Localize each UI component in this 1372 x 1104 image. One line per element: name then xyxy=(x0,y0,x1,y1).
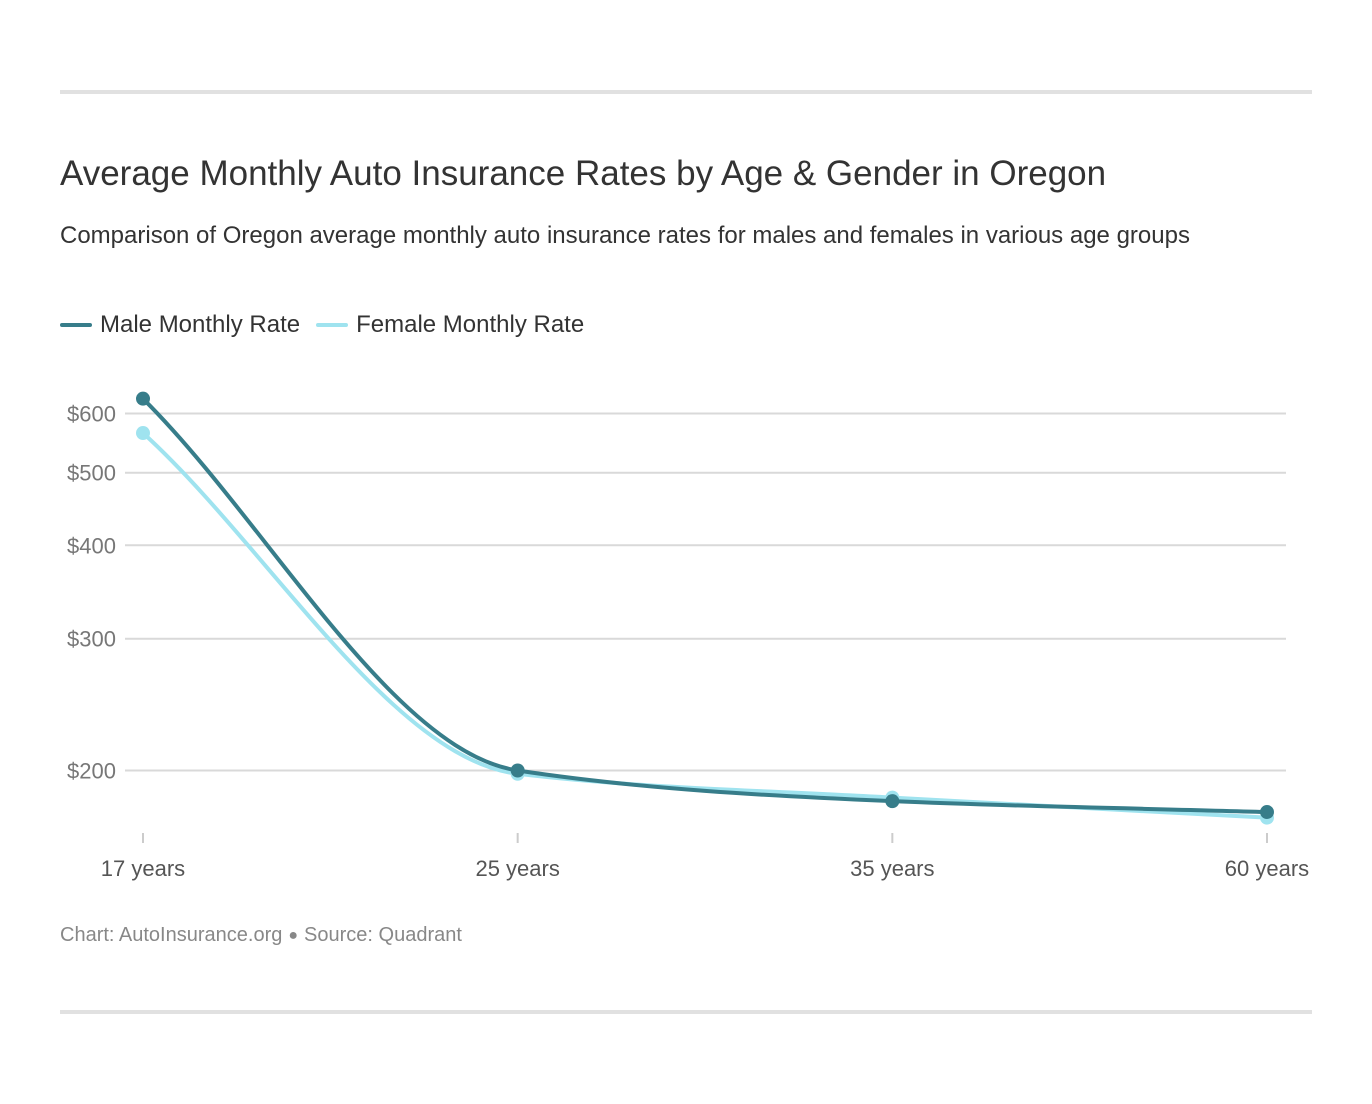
chart-legend: Male Monthly Rate Female Monthly Rate xyxy=(60,311,600,339)
chart-source: Source: Quadrant xyxy=(304,924,462,946)
data-point-female xyxy=(136,426,150,441)
data-point-male xyxy=(885,794,900,809)
y-tick-label: $400 xyxy=(67,533,116,558)
x-tick-label: 35 years xyxy=(850,856,934,881)
legend-label-male: Male Monthly Rate xyxy=(100,311,301,338)
legend-swatch-female xyxy=(316,323,349,327)
y-tick-label: $200 xyxy=(67,759,116,784)
top-divider xyxy=(60,90,1312,94)
chart-title: Average Monthly Auto Insurance Rates by … xyxy=(60,154,1107,193)
bottom-divider xyxy=(60,1010,1312,1014)
series-line-male xyxy=(141,397,1268,815)
data-point-male xyxy=(510,763,525,778)
data-point-male xyxy=(1260,805,1274,820)
x-tick-label: 25 years xyxy=(475,856,559,881)
chart-credit: Chart: AutoInsurance.org xyxy=(60,924,283,946)
y-tick-label: $500 xyxy=(67,461,116,486)
chart-footer: Chart: AutoInsurance.org ● Source: Quadran… xyxy=(60,924,462,947)
x-tick-label: 60 years xyxy=(1225,856,1309,881)
chart-subtitle: Comparison of Oregon average monthly aut… xyxy=(60,222,1190,249)
series-line-female xyxy=(141,431,1268,820)
y-tick-label: $300 xyxy=(67,627,116,652)
x-tick-label: 17 years xyxy=(101,856,185,881)
y-tick-label: $600 xyxy=(67,402,116,427)
legend-swatch-male xyxy=(60,323,92,327)
legend-item-male[interactable]: Male Monthly Rate xyxy=(60,311,300,339)
legend-label-female: Female Monthly Rate xyxy=(356,311,585,338)
legend-item-female[interactable]: Female Monthly Rate xyxy=(316,311,584,339)
separator-dot: ● xyxy=(288,927,299,944)
data-point-male xyxy=(136,391,150,406)
